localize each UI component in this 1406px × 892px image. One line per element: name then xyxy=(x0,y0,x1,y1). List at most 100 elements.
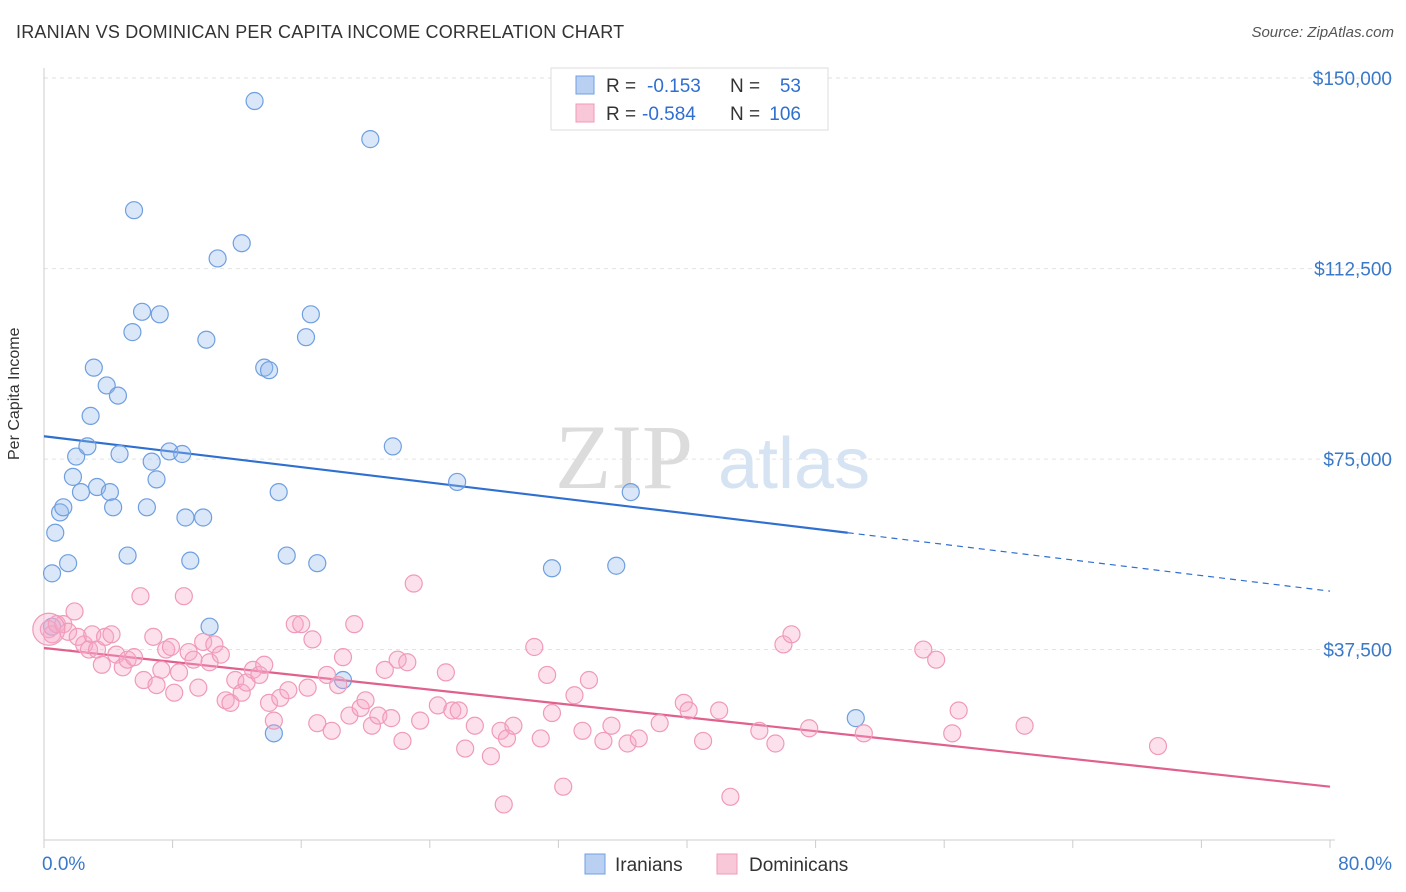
point-dominicans-99 xyxy=(766,734,785,753)
point-iranians-41 xyxy=(296,328,316,347)
point-dominicans-75 xyxy=(481,747,500,766)
point-dominicans-cluster xyxy=(32,612,66,646)
data-points xyxy=(32,91,1168,814)
point-dominicans-62 xyxy=(375,660,394,679)
y-tick-label-3: $37,500 xyxy=(1323,641,1392,662)
point-dominicans-74 xyxy=(465,716,484,735)
point-dominicans-88 xyxy=(594,731,613,751)
point-dominicans-5 xyxy=(65,602,84,621)
point-dominicans-109 xyxy=(1148,736,1168,756)
point-iranians-36 xyxy=(255,358,274,377)
legend-r-label-dominicans: R = xyxy=(606,104,636,125)
point-iranians-47 xyxy=(448,472,467,492)
point-iranians-30 xyxy=(194,508,213,527)
point-iranians-34 xyxy=(232,234,251,253)
legend-r-value-dominicans: -0.584 xyxy=(642,104,696,125)
point-dominicans-23 xyxy=(157,640,176,659)
point-iranians-13 xyxy=(97,376,116,395)
grid-lines xyxy=(44,77,1395,651)
point-iranians-48 xyxy=(542,559,562,578)
point-dominicans-38 xyxy=(232,683,251,702)
point-iranians-1 xyxy=(42,564,62,583)
point-dominicans-106 xyxy=(943,724,962,743)
point-iranians-38 xyxy=(264,724,283,743)
point-iranians-17 xyxy=(110,444,129,464)
point-dominicans-68 xyxy=(411,711,430,730)
point-iranians-40 xyxy=(277,546,296,565)
point-dominicans-27 xyxy=(174,587,193,606)
watermark: ZIP atlas xyxy=(555,406,870,508)
y-tick-labels: $150,000 $112,500 $75,000 $37,500 xyxy=(1313,69,1392,661)
point-dominicans-85 xyxy=(565,686,584,705)
point-dominicans-84 xyxy=(554,777,573,796)
point-dominicans-46 xyxy=(279,681,298,700)
point-dominicans-95 xyxy=(693,731,713,751)
point-dominicans-18 xyxy=(131,587,150,606)
point-dominicans-102 xyxy=(800,719,819,738)
point-dominicans-78 xyxy=(504,716,523,735)
point-dominicans-43 xyxy=(259,693,279,712)
point-iranians-16 xyxy=(108,386,128,405)
legend-n-label-dominicans: N = xyxy=(730,104,760,125)
y-tick-label-0: $150,000 xyxy=(1313,69,1392,90)
point-iranians-43 xyxy=(308,554,327,573)
point-iranians-0 xyxy=(42,617,62,636)
point-dominicans-91 xyxy=(629,729,648,748)
point-iranians-7 xyxy=(67,447,86,466)
point-dominicans-90 xyxy=(618,734,637,753)
point-dominicans-41 xyxy=(250,665,269,685)
point-iranians-29 xyxy=(181,551,200,570)
point-dominicans-20 xyxy=(144,627,163,646)
axes xyxy=(43,68,1335,848)
point-dominicans-59 xyxy=(356,691,375,710)
point-dominicans-35 xyxy=(216,691,235,710)
legend-n-value-dominicans: 106 xyxy=(769,104,801,125)
point-dominicans-26 xyxy=(169,663,189,682)
point-dominicans-53 xyxy=(322,721,341,740)
point-dominicans-66 xyxy=(398,653,417,672)
point-iranians-25 xyxy=(150,305,169,324)
point-dominicans-104 xyxy=(914,640,933,659)
point-dominicans-25 xyxy=(165,683,184,702)
point-iranians-9 xyxy=(78,437,97,456)
point-iranians-24 xyxy=(147,470,166,489)
point-dominicans-21 xyxy=(147,675,166,695)
point-iranians-32 xyxy=(200,617,219,636)
legend-n-value-iranians: 53 xyxy=(780,76,801,97)
point-dominicans-97 xyxy=(710,701,729,720)
point-iranians-39 xyxy=(269,482,288,502)
x-tick-labels: 0.0% 80.0% xyxy=(42,854,1392,875)
chart-title: IRANIAN VS DOMINICAN PER CAPITA INCOME C… xyxy=(16,22,625,42)
point-dominicans-22 xyxy=(152,660,171,679)
point-dominicans-108 xyxy=(1015,716,1034,735)
point-dominicans-63 xyxy=(382,709,401,728)
point-dominicans-11 xyxy=(92,655,111,674)
point-iranians-23 xyxy=(142,452,161,471)
point-iranians-45 xyxy=(361,130,380,149)
point-dominicans-36 xyxy=(221,693,240,712)
point-dominicans-60 xyxy=(362,716,382,735)
point-dominicans-94 xyxy=(679,701,698,720)
point-dominicans-13 xyxy=(102,625,121,644)
point-iranians-33 xyxy=(208,249,227,268)
x-tick-label-1: 80.0% xyxy=(1338,854,1392,875)
point-dominicans-31 xyxy=(194,632,213,652)
point-iranians-15 xyxy=(104,498,123,517)
point-iranians-28 xyxy=(176,508,195,527)
point-dominicans-69 xyxy=(428,696,447,715)
point-iranians-27 xyxy=(173,444,192,464)
bottom-legend-swatch-iranians xyxy=(584,853,606,875)
bottom-legend-label-dominicans: Dominicans xyxy=(749,855,848,876)
point-iranians-37 xyxy=(259,361,279,380)
point-dominicans-80 xyxy=(525,637,544,657)
legend-r-value-iranians: -0.153 xyxy=(647,76,701,97)
point-iranians-6 xyxy=(63,467,83,486)
y-axis-label: Per Capita Income xyxy=(6,327,23,460)
point-iranians-51 xyxy=(846,709,865,728)
point-dominicans-71 xyxy=(443,701,462,720)
point-dominicans-24 xyxy=(161,637,181,657)
point-dominicans-52 xyxy=(317,665,337,685)
point-dominicans-57 xyxy=(345,615,364,634)
point-iranians-49 xyxy=(607,556,626,575)
